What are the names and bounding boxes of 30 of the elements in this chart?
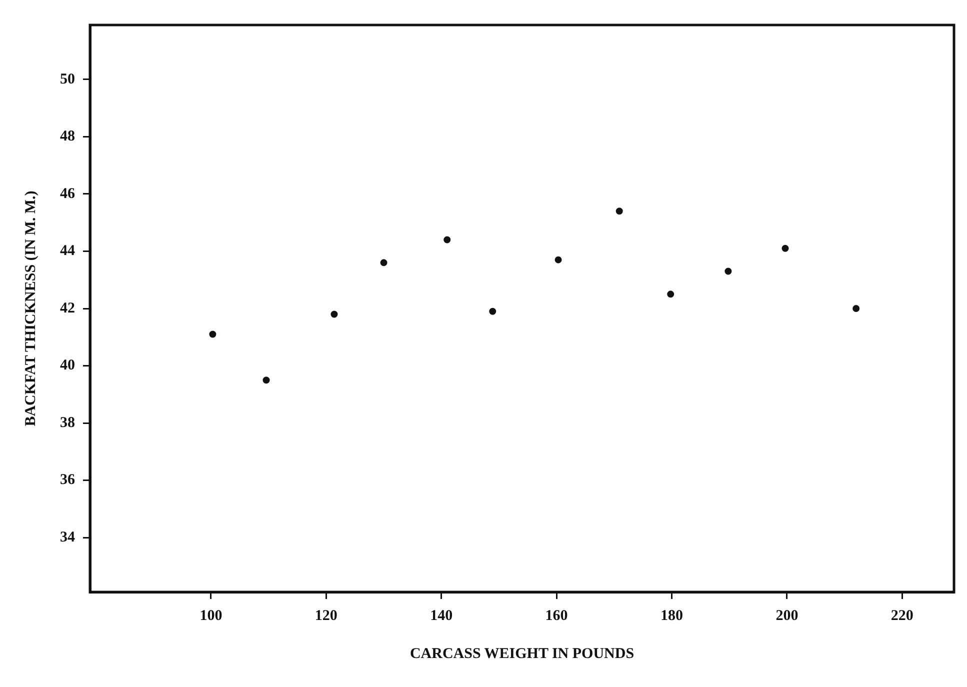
y-tick-label: 48 [60, 128, 75, 145]
y-tick-label: 42 [60, 300, 75, 316]
x-tick-label: 120 [314, 608, 338, 624]
y-axis-title: BACKFAT THICKNESS (IN M. M.) [22, 190, 39, 426]
point [489, 308, 496, 315]
x-tick-label: 220 [890, 608, 914, 624]
point [209, 330, 216, 338]
x-tick-label: 200 [776, 608, 798, 624]
point [616, 208, 623, 215]
point [782, 244, 789, 252]
point [667, 290, 674, 298]
y-tick-label: 34 [60, 529, 76, 546]
x-tick-label: 180 [660, 608, 684, 624]
point [380, 259, 388, 266]
point [262, 376, 270, 384]
point [852, 305, 860, 312]
point [724, 268, 732, 275]
y-tick-label: 44 [60, 243, 76, 260]
point [330, 310, 338, 318]
x-tick-label: 100 [200, 608, 222, 624]
y-tick-label: 40 [60, 358, 75, 374]
y-tick-label: 50 [60, 71, 75, 88]
y-tick-label: 46 [60, 186, 76, 202]
x-tick-label: 160 [545, 608, 568, 624]
point [444, 236, 451, 244]
x-axis-title: CARCASS WEIGHT IN POUNDS [410, 646, 634, 662]
x-tick-label: 140 [430, 608, 453, 624]
y-tick-label: 38 [60, 414, 75, 431]
y-tick-label: 36 [60, 472, 76, 488]
point [554, 256, 562, 264]
